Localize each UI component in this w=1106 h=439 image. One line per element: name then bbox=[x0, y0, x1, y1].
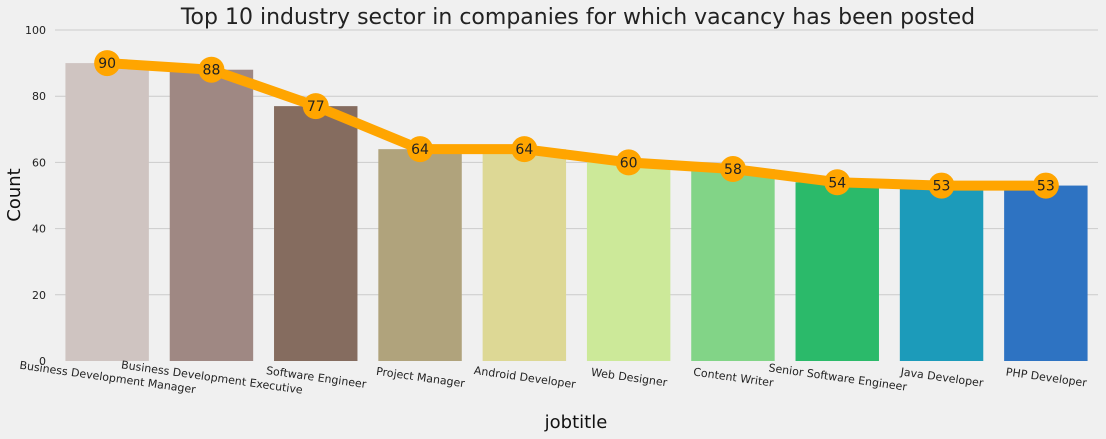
trend-line-marker bbox=[615, 149, 642, 176]
x-tick-label: Senior Software Engineer bbox=[768, 361, 908, 393]
data-label: 54 bbox=[828, 175, 846, 191]
x-tick-label: Project Manager bbox=[375, 365, 466, 390]
trend-line-marker bbox=[1032, 172, 1059, 199]
data-label: 88 bbox=[203, 63, 221, 79]
bar bbox=[378, 149, 462, 361]
x-axis-label: jobtitle bbox=[544, 412, 608, 433]
data-label: 60 bbox=[620, 155, 638, 171]
bars bbox=[65, 63, 1088, 361]
trend-line-marker bbox=[928, 172, 955, 199]
trend-line-marker bbox=[511, 136, 538, 163]
y-tick-label: 20 bbox=[32, 289, 46, 302]
y-axis-ticks: 0 20 40 60 80 100 bbox=[25, 24, 46, 368]
trend-line-marker bbox=[407, 136, 434, 163]
trend-line-path bbox=[102, 58, 1051, 191]
trend-line-marker bbox=[302, 93, 329, 120]
x-tick-label: PHP Developer bbox=[1005, 365, 1088, 389]
data-label: 64 bbox=[411, 142, 429, 158]
data-label: 53 bbox=[1037, 179, 1055, 195]
data-label: 64 bbox=[515, 142, 533, 158]
y-axis-label: Count bbox=[4, 168, 25, 221]
trend-line-marker bbox=[719, 156, 746, 183]
bar bbox=[274, 106, 358, 361]
bar bbox=[795, 182, 879, 361]
bar bbox=[65, 63, 149, 361]
bar bbox=[169, 69, 254, 361]
trend-line bbox=[94, 50, 1059, 199]
x-tick-label: Content Writer bbox=[693, 365, 775, 389]
x-tick-label: Web Designer bbox=[590, 366, 668, 390]
bar bbox=[482, 149, 567, 361]
data-labels: 90 88 77 64 64 60 58 54 53 53 bbox=[98, 56, 1055, 194]
y-tick-label: 40 bbox=[32, 223, 46, 236]
trend-line-marker bbox=[198, 56, 225, 83]
x-tick-label: Java Developer bbox=[899, 365, 985, 390]
bar bbox=[691, 169, 775, 361]
data-label: 90 bbox=[98, 56, 116, 72]
x-tick-label: Android Developer bbox=[473, 364, 577, 391]
trend-line-marker bbox=[824, 169, 851, 196]
data-label: 58 bbox=[724, 162, 742, 178]
trend-line-marker bbox=[94, 50, 121, 77]
chart-title: Top 10 industry sector in companies for … bbox=[180, 5, 975, 30]
y-tick-label: 80 bbox=[32, 90, 46, 103]
bar bbox=[899, 185, 984, 361]
y-tick-label: 60 bbox=[32, 156, 46, 169]
y-tick-label: 0 bbox=[39, 355, 46, 368]
bar bbox=[586, 162, 671, 361]
bar bbox=[1004, 185, 1088, 361]
data-label: 77 bbox=[307, 99, 325, 115]
y-tick-label: 100 bbox=[25, 24, 46, 37]
data-label: 53 bbox=[933, 179, 951, 195]
